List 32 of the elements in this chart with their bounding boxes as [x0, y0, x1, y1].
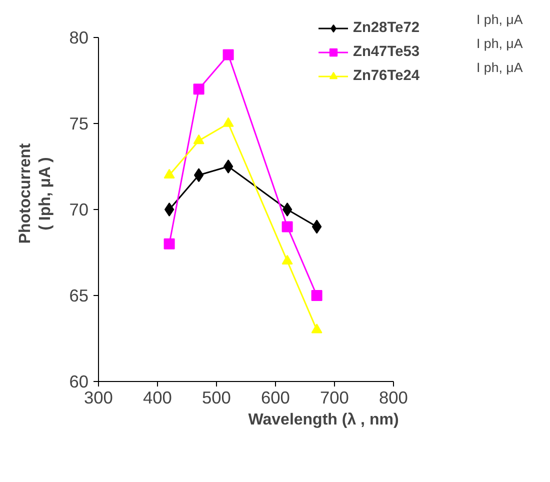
- legend-label: Zn47Te53: [353, 43, 420, 61]
- point: [164, 202, 174, 216]
- point: [282, 202, 292, 216]
- x-tick-label: 400: [143, 388, 172, 408]
- point: [164, 238, 175, 250]
- legend-label: Zn28Te72: [353, 19, 420, 37]
- y-tick-label: 75: [69, 114, 89, 134]
- point: [194, 168, 204, 182]
- point: [193, 134, 204, 144]
- point: [193, 84, 204, 95]
- point: [311, 290, 322, 301]
- y-tick-label: 70: [69, 200, 89, 220]
- y-tick-label: 65: [69, 286, 89, 306]
- point: [282, 254, 293, 264]
- x-tick-label: 800: [379, 388, 408, 408]
- text: I ph, μA: [476, 12, 523, 27]
- point: [223, 160, 234, 174]
- point: [311, 324, 322, 334]
- y-tick-label: 80: [69, 28, 89, 48]
- point: [312, 220, 322, 234]
- x-tick-label: 500: [202, 388, 231, 408]
- point: [222, 49, 234, 60]
- text: I ph, μA: [476, 60, 523, 75]
- legend-label: Zn76Te24: [353, 67, 420, 85]
- y-axis-title: Photocurrent ( Iph, μA ): [16, 142, 54, 244]
- point: [164, 168, 175, 178]
- x-tick-label: 700: [320, 388, 349, 408]
- point: [282, 221, 293, 232]
- x-axis-title: Wavelength (λ , nm): [248, 412, 399, 428]
- x-tick-label: 600: [261, 388, 290, 408]
- point: [222, 117, 234, 127]
- text: I ph, μA: [476, 36, 523, 51]
